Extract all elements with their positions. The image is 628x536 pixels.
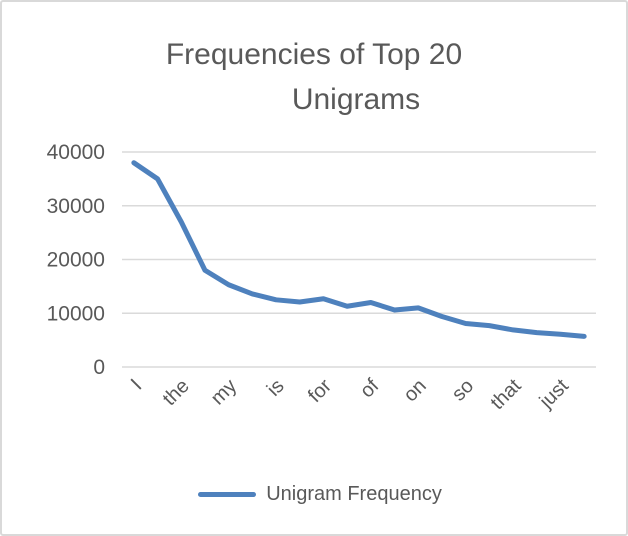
x-axis-tick-label: the xyxy=(159,375,194,410)
chart-legend: Unigram Frequency xyxy=(8,483,626,506)
y-axis-tick-label: 40000 xyxy=(47,141,105,164)
x-axis-tick-label: of xyxy=(356,375,384,403)
y-axis-tick-label: 10000 xyxy=(47,302,105,325)
x-axis-tick-label: on xyxy=(399,375,430,406)
line-chart-plot: 0 10000 20000 30000 40000 I the my is for of on so th… xyxy=(47,141,596,414)
y-axis-tick-label: 20000 xyxy=(47,249,105,272)
x-axis-tick-label: so xyxy=(448,375,478,405)
chart-title: Frequencies of Top 20 Unigrams xyxy=(2,32,626,122)
chart-title-line-1: Frequencies of Top 20 xyxy=(165,38,463,71)
chart-title-line-2: Unigrams xyxy=(291,83,421,116)
x-axis-tick-label: is xyxy=(263,375,289,401)
x-axis-tick-label: I xyxy=(127,375,146,394)
y-axis-tick-label: 30000 xyxy=(47,195,105,218)
x-axis-tick-label: that xyxy=(486,375,525,414)
x-axis-tick-label: just xyxy=(535,375,574,414)
legend-series-label: Unigram Frequency xyxy=(266,483,442,505)
series-color-swatch xyxy=(198,492,257,497)
x-axis-tick-label: my xyxy=(207,375,241,409)
x-axis-tick-label: for xyxy=(304,375,336,407)
series-line xyxy=(131,160,587,339)
y-axis-tick-label: 0 xyxy=(93,356,105,379)
